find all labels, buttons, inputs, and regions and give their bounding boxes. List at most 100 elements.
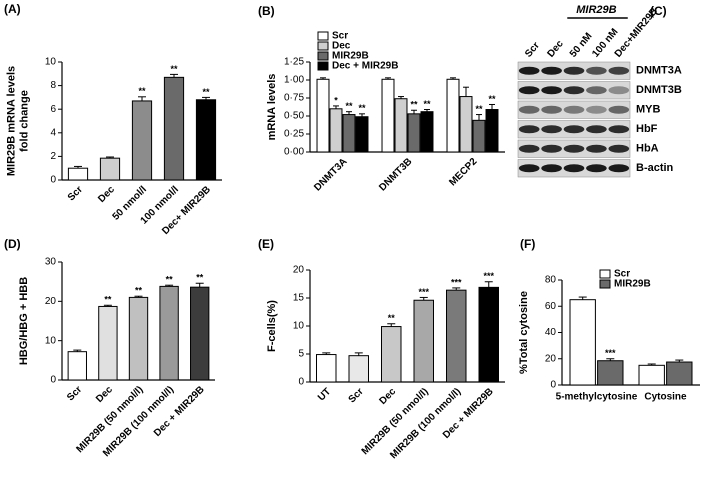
y-tick-label: 15 — [293, 293, 305, 304]
blot-band — [586, 86, 607, 95]
bar — [67, 351, 87, 381]
y-tick-label: 10 — [45, 57, 57, 68]
lane-label: Dec — [545, 38, 566, 59]
bar — [597, 360, 624, 386]
bar — [472, 119, 486, 153]
panel-label: (C) — [650, 4, 667, 18]
y-tick-label: 6 — [50, 104, 56, 115]
bar — [329, 108, 343, 153]
significance: ** — [138, 86, 146, 96]
legend-swatch — [317, 61, 329, 71]
significance: ** — [202, 87, 210, 97]
blot-band — [586, 164, 607, 173]
bar — [98, 305, 118, 381]
y-tick-label: 10 — [293, 321, 305, 332]
significance: ** — [358, 103, 366, 113]
blot-band — [541, 164, 562, 173]
x-tick-label: DNMT3A — [312, 156, 349, 193]
significance: *** — [605, 348, 616, 358]
blot-band — [541, 125, 562, 134]
y-tick-label: 0 — [50, 375, 56, 386]
panel-label: (F) — [520, 237, 535, 251]
x-tick-label: Cytosine — [644, 392, 687, 403]
significance: ** — [104, 295, 112, 305]
y-tick-label: 1·00 — [284, 75, 304, 86]
legend-label: MIR29B — [614, 279, 651, 290]
bar — [99, 157, 121, 181]
blot-band — [541, 105, 562, 114]
legend-label: MIR29B — [332, 51, 369, 62]
panel-label: (A) — [4, 2, 21, 16]
bar — [446, 78, 460, 153]
blot-band — [518, 66, 540, 75]
y-tick-label: 5 — [298, 349, 304, 360]
blot-band — [563, 105, 585, 114]
blot-band — [586, 144, 607, 153]
legend-label: Dec — [332, 41, 351, 52]
blot-band — [586, 105, 607, 114]
significance: *** — [483, 271, 494, 281]
y-tick-label: 0·75 — [284, 93, 304, 104]
bar — [485, 109, 499, 153]
blot-band — [608, 66, 630, 75]
bar — [459, 96, 473, 153]
bar — [638, 364, 665, 386]
bar — [394, 98, 408, 153]
blot-band — [608, 105, 630, 114]
blot-band — [608, 164, 630, 173]
y-tick-label: 0·50 — [284, 111, 304, 122]
y-tick-label: 20 — [293, 265, 305, 276]
significance: ** — [423, 99, 431, 109]
blot-band — [563, 86, 585, 95]
bar — [355, 116, 369, 153]
y-tick-label: 60 — [545, 301, 557, 312]
bar — [316, 78, 330, 153]
y-tick-label: 4 — [50, 127, 56, 138]
x-tick-label: Dec — [96, 184, 117, 205]
bar — [569, 299, 596, 386]
legend-label: Scr — [614, 269, 630, 280]
bar — [348, 355, 369, 383]
blot-band — [518, 144, 540, 153]
blot-band — [586, 66, 607, 75]
y-tick-label: 20 — [45, 296, 57, 307]
bar — [128, 296, 149, 381]
lane-label: Dec+MIR29B — [613, 6, 661, 60]
y-tick-label: 2 — [50, 151, 56, 162]
bar — [381, 326, 402, 383]
bar — [190, 286, 210, 381]
y-tick-label: 8 — [50, 80, 56, 91]
y-tick-label: 80 — [545, 275, 557, 286]
y-axis-label: %Total cytosine — [518, 291, 530, 374]
legend-swatch — [317, 31, 329, 41]
legend-swatch — [317, 41, 329, 51]
y-tick-label: 30 — [45, 257, 57, 268]
bar — [316, 354, 337, 383]
bar — [446, 289, 467, 383]
significance: * — [334, 95, 338, 105]
significance: ** — [410, 100, 418, 110]
x-tick-label: Scr — [65, 384, 84, 403]
y-tick-label: 40 — [545, 327, 557, 338]
y-tick-label: 0·25 — [284, 129, 304, 140]
bar — [342, 114, 356, 153]
bar — [413, 299, 434, 383]
row-label: HbF — [636, 123, 658, 135]
bar — [381, 78, 395, 153]
blot-header: MIR29B — [576, 4, 616, 16]
y-tick-label: 0 — [50, 175, 56, 186]
panel-label: (D) — [4, 237, 21, 251]
bar — [159, 285, 179, 381]
blot-band — [608, 125, 630, 134]
y-axis-label: F-cells(%) — [266, 300, 278, 352]
x-tick-label: Dec — [94, 384, 115, 405]
significance: ** — [488, 94, 496, 104]
legend-swatch — [599, 279, 611, 289]
blot-band — [563, 66, 585, 75]
blot-band — [518, 164, 540, 173]
significance: ** — [345, 101, 353, 111]
bar — [666, 361, 693, 386]
significance: *** — [451, 277, 462, 287]
significance: ** — [135, 286, 143, 296]
